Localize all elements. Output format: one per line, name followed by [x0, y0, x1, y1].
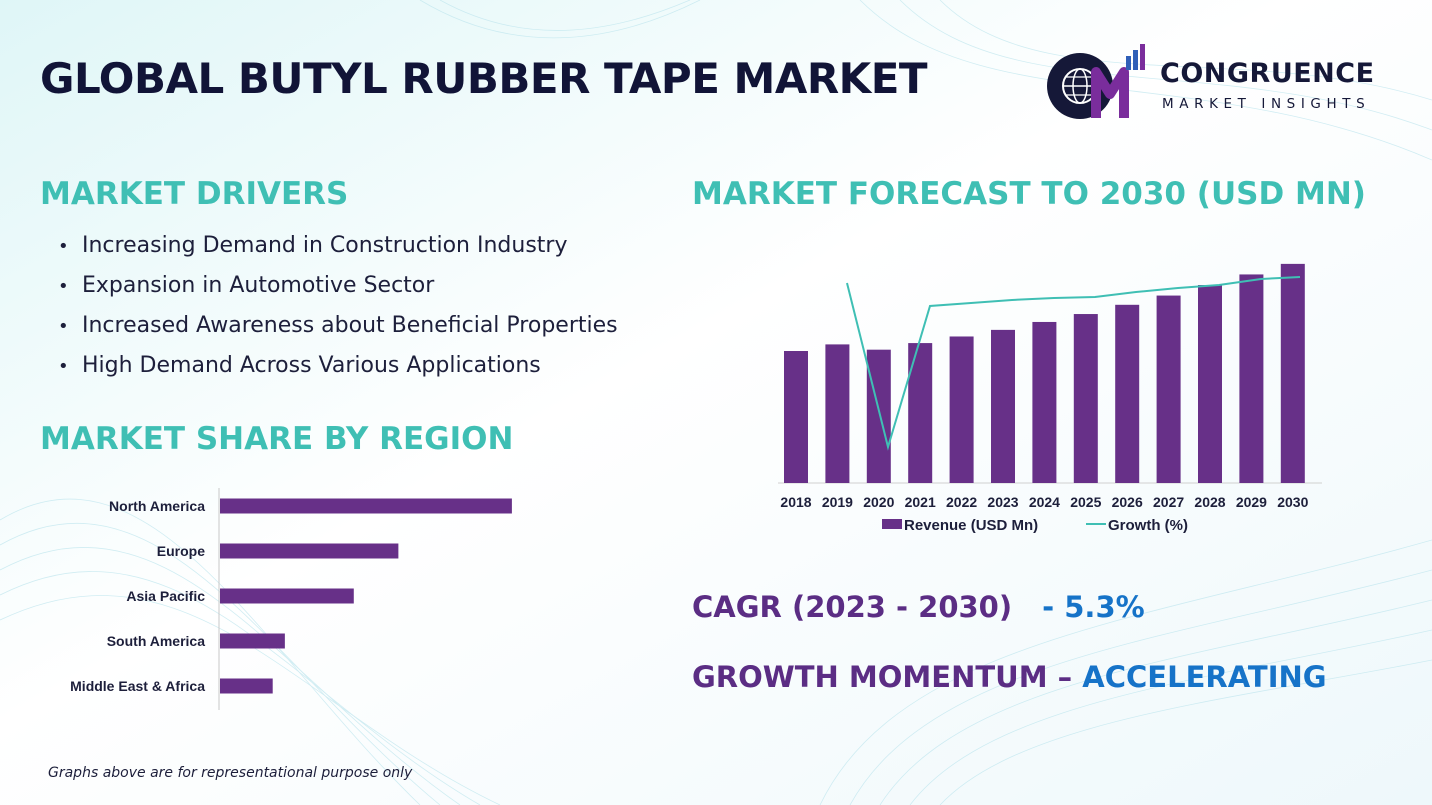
driver-text: High Demand Across Various Applications [82, 353, 541, 378]
bullet-icon: • [58, 276, 69, 297]
region-label: Middle East & Africa [70, 678, 205, 694]
driver-item: • Expansion in Automotive Sector [58, 270, 618, 310]
year-tick-label: 2028 [1194, 494, 1225, 510]
growth-line [846, 276, 1301, 451]
region-bar [220, 678, 273, 694]
logo-name: CONGRUENCE [1160, 58, 1375, 89]
revenue-bar [1032, 321, 1057, 483]
revenue-bar [784, 351, 808, 483]
revenue-bar [1198, 285, 1222, 483]
revenue-bar [1073, 314, 1098, 483]
year-tick-label: 2029 [1236, 494, 1267, 510]
bullet-icon: • [58, 316, 69, 337]
year-tick-label: 2020 [863, 494, 894, 510]
forecast-combo-chart: 2018 2019 2020 2021 2022 2023 2024 2025 2026 2027… [778, 263, 1322, 534]
momentum-label: GROWTH MOMENTUM – [692, 660, 1073, 694]
region-title: MARKET SHARE BY REGION [40, 421, 514, 457]
region-label: South America [107, 633, 205, 649]
region-label: Europe [157, 543, 205, 559]
globe-cm-logo-icon [1047, 44, 1145, 119]
revenue-bar [1115, 304, 1140, 483]
legend-label-revenue: Revenue (USD Mn) [904, 517, 1038, 534]
region-bar [220, 498, 512, 514]
year-tick-label: 2023 [987, 494, 1018, 510]
revenue-bar [1156, 295, 1181, 483]
legend-label-growth: Growth (%) [1108, 517, 1188, 534]
logo-tagline: MARKET INSIGHTS [1162, 96, 1371, 112]
region-label: Asia Pacific [126, 588, 205, 604]
region-bar [220, 633, 285, 649]
revenue-bar [949, 336, 974, 483]
year-tick-label: 2021 [905, 494, 936, 510]
driver-text: Expansion in Automotive Sector [82, 273, 435, 298]
year-tick-label: 2024 [1029, 494, 1060, 510]
drivers-list: • Increasing Demand in Construction Indus… [58, 230, 618, 390]
year-tick-label: 2026 [1112, 494, 1143, 510]
disclaimer-note: Graphs above are for representational pu… [48, 765, 413, 781]
region-bar-chart: North America Europe Asia Pacific South Ame… [70, 488, 512, 710]
year-tick-label: 2027 [1153, 494, 1184, 510]
bullet-icon: • [58, 236, 69, 257]
revenue-bar [1239, 274, 1264, 483]
year-tick-label: 2030 [1277, 494, 1308, 510]
drivers-title: MARKET DRIVERS [40, 176, 349, 212]
momentum-value: ACCELERATING [1082, 660, 1327, 694]
cagr-label: CAGR (2023 - 2030) [692, 590, 1013, 624]
revenue-bar [991, 329, 1015, 483]
driver-text: Increased Awareness about Beneficial Pro… [82, 313, 618, 338]
region-label: North America [109, 498, 205, 514]
company-logo: CONGRUENCE MARKET INSIGHTS [1044, 42, 1404, 122]
year-tick-label: 2022 [946, 494, 977, 510]
driver-text: Increasing Demand in Construction Indust… [82, 233, 568, 258]
revenue-bar [1280, 263, 1305, 483]
driver-item: • High Demand Across Various Applications [58, 350, 618, 390]
momentum-line: GROWTH MOMENTUM – ACCELERATING [692, 660, 1327, 694]
region-bar [220, 543, 399, 559]
cagr-value: - 5.3% [1042, 590, 1145, 624]
page-title: GLOBAL BUTYL RUBBER TAPE MARKET [40, 54, 928, 103]
year-tick-label: 2019 [822, 494, 853, 510]
driver-item: • Increasing Demand in Construction Indus… [58, 230, 618, 270]
revenue-bar [866, 349, 891, 483]
year-tick-label: 2025 [1070, 494, 1101, 510]
year-tick-label: 2018 [780, 494, 811, 510]
bullet-icon: • [58, 356, 69, 377]
region-bar [220, 588, 354, 604]
forecast-title: MARKET FORECAST TO 2030 (USD MN) [692, 176, 1366, 212]
revenue-bar [825, 344, 850, 483]
cagr-line: CAGR (2023 - 2030) - 5.3% [692, 590, 1145, 624]
driver-item: • Increased Awareness about Beneficial Pr… [58, 310, 618, 350]
legend-swatch-revenue [882, 519, 902, 529]
